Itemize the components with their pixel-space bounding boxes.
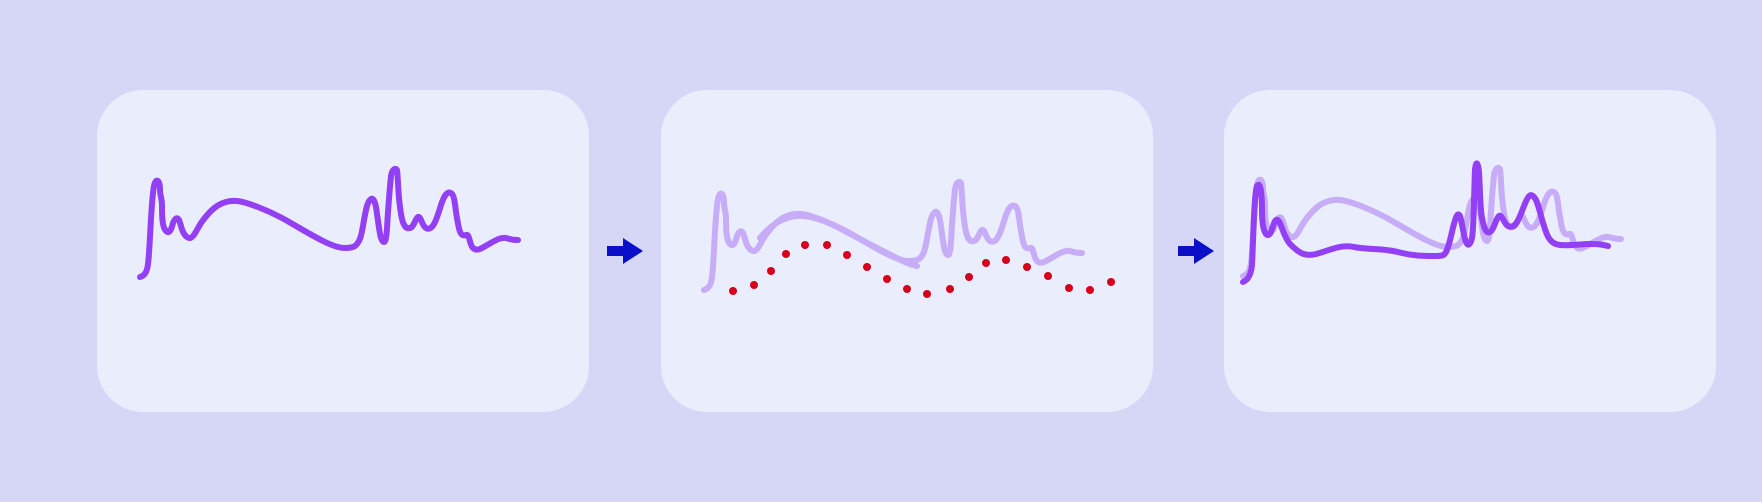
faded-original-curve	[1240, 164, 1624, 279]
sample-point	[863, 263, 871, 271]
sample-point	[1044, 272, 1052, 280]
sample-point	[982, 259, 990, 267]
arrow-right-icon	[1178, 238, 1214, 264]
sample-point	[1002, 256, 1010, 264]
sample-point	[903, 285, 911, 293]
smoothed-curve	[757, 212, 920, 269]
sample-point	[965, 273, 973, 281]
overlay-signal-plot	[1240, 160, 1624, 285]
panel-overlay-signal	[1224, 90, 1716, 412]
arrow-right-icon	[607, 238, 643, 264]
faded-original-curve	[701, 178, 1085, 293]
sample-point	[1023, 263, 1031, 271]
sample-point	[883, 275, 891, 283]
sample-point	[750, 281, 758, 289]
sample-point	[782, 250, 790, 258]
sample-point	[946, 285, 954, 293]
warped-signal-curve	[1240, 160, 1611, 285]
sampled-signal-plot	[701, 178, 1115, 298]
sample-point	[729, 287, 737, 295]
sampled-points	[729, 241, 1115, 298]
sample-point	[923, 290, 931, 298]
panel-sampled-signal	[661, 90, 1153, 412]
sample-point	[823, 241, 831, 249]
sample-point	[767, 267, 775, 275]
original-signal-curve	[137, 165, 521, 280]
sample-point	[1086, 286, 1094, 294]
sample-point	[1065, 284, 1073, 292]
sample-point	[1107, 278, 1115, 286]
sample-point	[801, 241, 809, 249]
panel-original-signal	[97, 90, 589, 412]
original-signal-plot	[137, 165, 521, 280]
sample-point	[843, 251, 851, 259]
